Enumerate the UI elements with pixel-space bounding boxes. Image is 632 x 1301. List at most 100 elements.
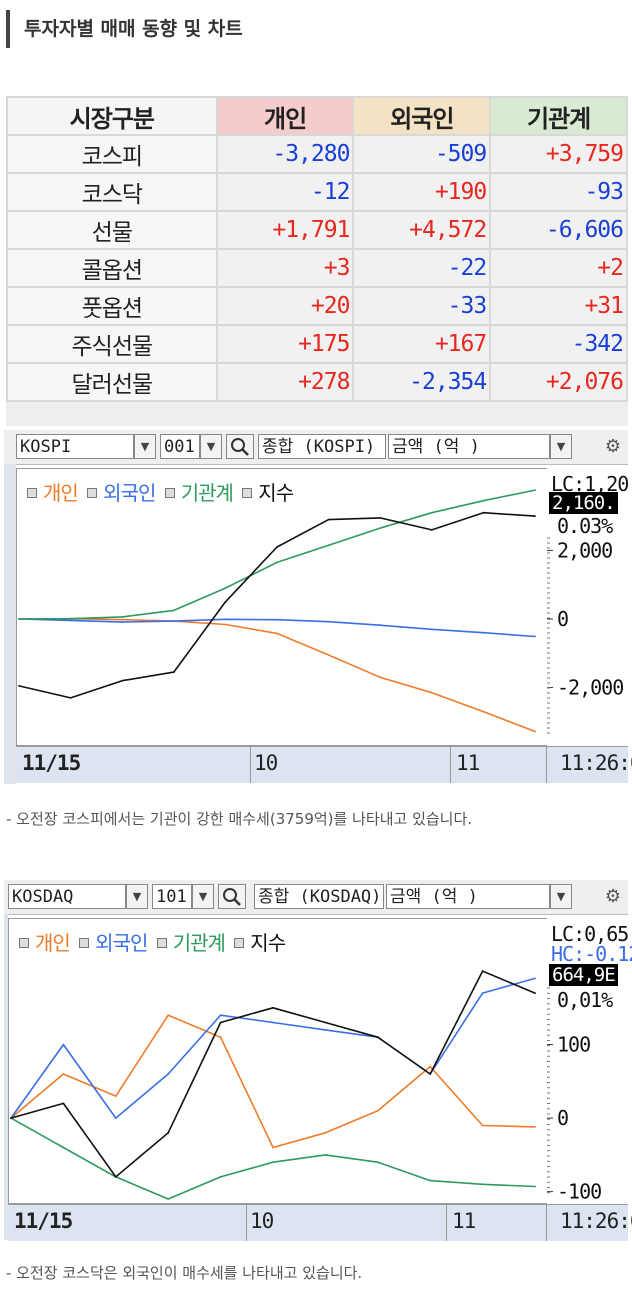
- data-point: [62, 1043, 65, 1046]
- data-point: [482, 511, 485, 514]
- data-point: [172, 620, 175, 622]
- data-point: [379, 527, 382, 529]
- chevron-down-icon[interactable]: ▼: [200, 434, 222, 459]
- data-point: [327, 518, 330, 521]
- data-point: [114, 1095, 117, 1097]
- chevron-down-icon[interactable]: ▼: [550, 434, 572, 459]
- legend-institution: 기관계: [172, 931, 226, 955]
- data-point: [481, 970, 484, 972]
- data-point: [276, 546, 278, 548]
- data-point: [69, 617, 72, 620]
- data-point: [430, 691, 433, 694]
- column-header-market: 시장구분: [6, 96, 218, 136]
- data-point: [327, 544, 330, 547]
- legend-institution: 기관계: [180, 481, 234, 505]
- series-line-index: [18, 511, 536, 699]
- data-point: [482, 710, 485, 713]
- table-cell: +2: [489, 248, 628, 288]
- unit-select[interactable]: 금액 (억 ): [388, 434, 550, 459]
- investor-flow-table: 시장구분 개인 외국인 기관계 코스피 -3,280 -509 +3,759 코스닥 -1…: [6, 96, 628, 426]
- x-label-10: 10: [250, 1209, 274, 1233]
- chevron-down-icon[interactable]: ▼: [192, 884, 214, 909]
- code-input[interactable]: 101: [152, 884, 192, 909]
- data-point: [224, 601, 227, 603]
- legend-foreign: 외국인: [103, 481, 156, 505]
- unit-select[interactable]: 금액 (억 ): [386, 884, 550, 909]
- column-header-foreign: 외국인: [352, 96, 492, 136]
- kospi-line-chart: [18, 489, 536, 733]
- kospi-chart-panel: KOSPI ▼ 001 ▼ 종합 (KOSPI) 금액 (억 ) ▼ ⚙ 개인 …: [4, 430, 632, 784]
- data-point: [429, 1073, 432, 1075]
- kospi-note: - 오전장 코스피에서는 기관이 강한 매수세(3759억)를 나타내고 있습니…: [6, 810, 473, 828]
- row-label: 달러선물: [6, 362, 218, 402]
- search-icon[interactable]: [218, 884, 246, 909]
- data-point: [10, 1117, 12, 1119]
- table-cell: +3,759: [489, 134, 628, 174]
- data-point: [327, 620, 330, 623]
- data-point: [272, 1021, 274, 1024]
- page-title: 투자자별 매매 동향 및 차트: [6, 10, 243, 48]
- y-tick-label: 0: [557, 1106, 568, 1130]
- data-point: [534, 992, 536, 994]
- table-cell: -509: [352, 134, 492, 174]
- legend-square-icon: [79, 938, 90, 948]
- y-tick-label: -2,000: [557, 676, 623, 700]
- x-label-date: 11/15: [22, 751, 81, 775]
- data-point: [430, 511, 433, 514]
- table-cell: +20: [215, 286, 355, 326]
- plot-area: 개인 외국인 기관계 지수: [16, 468, 548, 746]
- data-point: [429, 1179, 432, 1182]
- code-input[interactable]: 001: [160, 434, 200, 459]
- data-point: [272, 1146, 274, 1149]
- data-point: [534, 977, 536, 980]
- y-axis-ticks: 100 0 -100: [547, 987, 602, 1204]
- search-icon[interactable]: [226, 434, 254, 459]
- gear-icon[interactable]: ⚙: [604, 886, 622, 907]
- x-axis: 11/15 10 11 11:26:0: [8, 1204, 632, 1241]
- right-axis: 100 0 -100 LC:0,65 HC:-0.12 664,9E 0,01%: [547, 918, 632, 1204]
- legend-square-icon: [234, 938, 245, 948]
- chart-legend: 개인 외국인 기관계 지수: [15, 927, 286, 956]
- data-point: [62, 1102, 65, 1105]
- chevron-down-icon[interactable]: ▼: [126, 884, 148, 909]
- gear-icon[interactable]: ⚙: [604, 436, 622, 457]
- data-point: [482, 499, 485, 502]
- x-label-date: 11/15: [14, 1209, 73, 1233]
- x-label-10: 10: [254, 751, 278, 775]
- x-label-11: 11: [452, 1209, 476, 1233]
- data-point: [18, 618, 20, 620]
- legend-square-icon: [27, 488, 37, 498]
- x-label-11: 11: [456, 751, 480, 775]
- table-row: 선물 +1,791 +4,572 -6,606: [6, 210, 628, 250]
- data-point: [172, 609, 175, 612]
- lc-label: LC:0,65: [551, 922, 629, 946]
- row-label: 풋옵션: [6, 286, 218, 326]
- data-point: [62, 1073, 65, 1075]
- data-point: [429, 1065, 432, 1068]
- series-line-institution: [18, 489, 536, 620]
- chevron-down-icon[interactable]: ▼: [134, 434, 156, 459]
- legend-square-icon: [87, 488, 98, 498]
- data-point: [276, 561, 278, 564]
- data-point: [376, 1036, 379, 1039]
- data-point: [219, 1176, 222, 1178]
- data-point: [481, 992, 484, 994]
- table-row: 코스피 -3,280 -509 +3,759: [6, 134, 628, 174]
- index-name-field[interactable]: 종합 (KOSPI): [258, 434, 386, 459]
- data-point: [481, 1124, 484, 1127]
- data-point: [69, 697, 72, 699]
- data-point: [534, 515, 536, 517]
- index-name-field[interactable]: 종합 (KOSDAQ): [254, 884, 384, 909]
- data-point: [276, 632, 278, 635]
- change-percent: 0.03%: [557, 514, 613, 538]
- data-point: [376, 1161, 379, 1164]
- data-point: [121, 618, 124, 621]
- legend-index: 지수: [250, 931, 286, 955]
- market-select[interactable]: KOSDAQ: [8, 884, 126, 909]
- data-point: [324, 1029, 327, 1031]
- kosdaq-note: - 오전장 코스닥은 외국인이 매수세를 나타내고 있습니다.: [6, 1264, 363, 1282]
- market-select[interactable]: KOSPI: [16, 434, 134, 459]
- table-row: 달러선물 +278 -2,354 +2,076: [6, 362, 628, 402]
- data-point: [327, 654, 330, 656]
- chevron-down-icon[interactable]: ▼: [550, 884, 572, 909]
